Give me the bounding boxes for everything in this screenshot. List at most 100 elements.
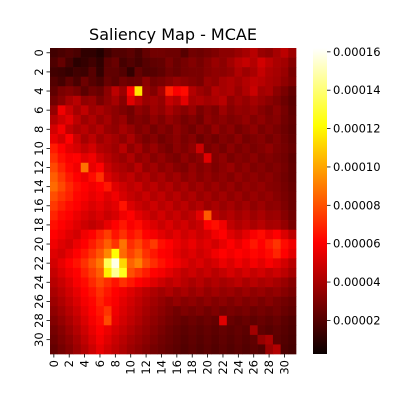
heatmap-cell (234, 239, 243, 250)
heatmap-cell (142, 95, 151, 106)
heatmap-cell (249, 344, 258, 355)
heatmap-cell (149, 277, 158, 288)
heatmap-cell (242, 220, 251, 231)
heatmap-cell (188, 153, 197, 164)
heatmap-cell (88, 48, 97, 58)
heatmap-cell (188, 143, 197, 154)
heatmap-cell (242, 201, 251, 211)
heatmap-cell (234, 114, 243, 125)
heatmap-cell (57, 153, 66, 164)
heatmap-cell (96, 143, 105, 154)
heatmap-cell (180, 105, 189, 116)
heatmap-cell (57, 95, 66, 106)
heatmap-cell (142, 277, 151, 288)
heatmap-cell (157, 181, 166, 192)
heatmap-cell (134, 181, 143, 192)
heatmap-cell (272, 267, 281, 278)
heatmap-cell (111, 172, 120, 183)
heatmap-cell (272, 162, 281, 173)
heatmap-cell (88, 229, 97, 240)
heatmap-cell (173, 306, 182, 317)
heatmap-cell (211, 229, 220, 240)
heatmap-cell (119, 344, 128, 355)
heatmap-cell (73, 306, 82, 317)
heatmap-cell (249, 95, 258, 106)
heatmap-cell (265, 296, 274, 307)
heatmap-cell (165, 48, 174, 58)
heatmap-cell (149, 162, 158, 173)
heatmap-cell (173, 105, 182, 116)
y-tick-label: 10 (32, 141, 46, 156)
heatmap-cell (180, 134, 189, 144)
heatmap-cell (203, 57, 212, 68)
heatmap-cell (257, 162, 266, 173)
heatmap-cell (242, 277, 251, 288)
heatmap-cell (219, 210, 228, 221)
heatmap-cell (272, 191, 281, 202)
heatmap-cell (73, 67, 82, 78)
heatmap-cell (88, 114, 97, 125)
heatmap-cell (103, 181, 112, 192)
heatmap-cell (173, 124, 182, 135)
heatmap-cell (272, 67, 281, 78)
heatmap-cell (50, 172, 59, 183)
x-tick-label: 2 (62, 360, 76, 367)
heatmap-cell (126, 229, 135, 240)
heatmap-cell (188, 67, 197, 78)
heatmap-cell (188, 114, 197, 125)
heatmap-cell (272, 181, 281, 192)
heatmap-cell (180, 229, 189, 240)
heatmap-cell (265, 191, 274, 202)
heatmap-cell (196, 315, 205, 326)
heatmap-cell (272, 114, 281, 125)
heatmap-cell (242, 258, 251, 269)
heatmap-cell (149, 114, 158, 125)
heatmap-cell (219, 76, 228, 87)
heatmap-cell (173, 57, 182, 68)
heatmap-cell (219, 124, 228, 135)
heatmap-cell (265, 48, 274, 58)
heatmap-cell (80, 48, 89, 58)
heatmap-cell (88, 105, 97, 116)
heatmap-cell (242, 296, 251, 307)
heatmap-cell (257, 134, 266, 144)
heatmap-cell (211, 306, 220, 317)
heatmap-cell (103, 105, 112, 116)
heatmap-cell (226, 134, 235, 144)
heatmap-cell (119, 57, 128, 68)
heatmap-cell (173, 287, 182, 297)
heatmap-cell (50, 124, 59, 135)
x-axis-ticks: 0 2 4 6 8 10 12 14 16 18 20 22 24 26 28 30 (47, 354, 291, 375)
heatmap-cell (65, 95, 74, 106)
heatmap-cell (203, 344, 212, 355)
heatmap-cell (180, 48, 189, 58)
heatmap-cell (157, 153, 166, 164)
heatmap-cell (50, 162, 59, 173)
heatmap-cell (242, 67, 251, 78)
heatmap-cell (57, 86, 66, 97)
heatmap-cell (157, 114, 166, 125)
heatmap-cell (249, 325, 258, 336)
heatmap-cell (196, 277, 205, 288)
heatmap-cell (65, 267, 74, 278)
heatmap-cell (50, 287, 59, 297)
heatmap-cell (126, 287, 135, 297)
heatmap-cell (219, 105, 228, 116)
heatmap-cell (180, 67, 189, 78)
heatmap-cell (272, 153, 281, 164)
heatmap-cell (226, 143, 235, 154)
heatmap-cell (272, 334, 281, 345)
heatmap-cell (242, 48, 251, 58)
heatmap-cell (180, 57, 189, 68)
heatmap-cell (234, 95, 243, 106)
heatmap-cell (73, 105, 82, 116)
heatmap-cell (265, 267, 274, 278)
heatmap-cell (157, 86, 166, 97)
heatmap-cell (173, 201, 182, 211)
heatmap-cell (142, 57, 151, 68)
heatmap-cell (149, 239, 158, 250)
x-tick-label: 18 (185, 360, 199, 375)
heatmap-cell (280, 105, 289, 116)
heatmap-cell (149, 181, 158, 192)
heatmap-cell (119, 76, 128, 87)
